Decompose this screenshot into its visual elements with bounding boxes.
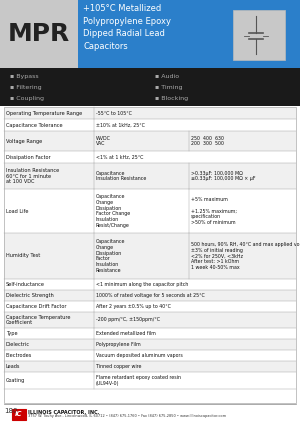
Bar xyxy=(4,151,296,163)
Bar xyxy=(4,107,296,119)
Bar xyxy=(4,279,296,290)
Text: iC: iC xyxy=(15,411,23,417)
Text: 1000% of rated voltage for 5 seconds at 25°C: 1000% of rated voltage for 5 seconds at … xyxy=(96,293,205,298)
Text: MPR: MPR xyxy=(8,22,70,46)
Text: Coating: Coating xyxy=(6,378,25,383)
Bar xyxy=(4,372,296,389)
Bar xyxy=(4,233,296,279)
Text: Operating Temperature Range: Operating Temperature Range xyxy=(6,110,82,116)
Text: Dielectric Strength: Dielectric Strength xyxy=(6,293,54,298)
Bar xyxy=(4,107,296,403)
Text: ▪ Bypass: ▪ Bypass xyxy=(10,74,39,79)
Text: >0.33μF: 100,000 MΩ
≤0.33μF: 100,000 MΩ × μF: >0.33μF: 100,000 MΩ ≤0.33μF: 100,000 MΩ … xyxy=(191,170,256,181)
Bar xyxy=(4,361,296,372)
Text: Vacuum deposited aluminum vapors: Vacuum deposited aluminum vapors xyxy=(96,353,183,358)
Text: ▪ Blocking: ▪ Blocking xyxy=(155,96,188,101)
Text: ±10% at 1kHz, 25°C: ±10% at 1kHz, 25°C xyxy=(96,122,145,128)
Bar xyxy=(4,163,296,189)
Bar xyxy=(4,290,296,301)
Text: 500 hours, 90% RH, 40°C and max applied voltage
±3% of initial reading
<2% for 2: 500 hours, 90% RH, 40°C and max applied … xyxy=(191,242,300,270)
Bar xyxy=(4,328,296,339)
Text: Flame retardant epoxy coated resin
(UL94V-0): Flame retardant epoxy coated resin (UL94… xyxy=(96,375,181,386)
Text: 250  400  630
200  300  500: 250 400 630 200 300 500 xyxy=(191,136,224,146)
Text: Capacitance
Change
Dissipation
Factor
Insulation
Resistance: Capacitance Change Dissipation Factor In… xyxy=(96,239,125,273)
Text: Polypropylene Film: Polypropylene Film xyxy=(96,342,141,347)
Text: Tinned copper wire: Tinned copper wire xyxy=(96,364,142,369)
Bar xyxy=(0,0,78,68)
Text: Type: Type xyxy=(6,331,18,336)
Bar xyxy=(4,131,296,151)
Text: <1% at 1 kHz, 25°C: <1% at 1 kHz, 25°C xyxy=(96,155,143,159)
Text: Voltage Range: Voltage Range xyxy=(6,139,42,144)
Text: Dissipation Factor: Dissipation Factor xyxy=(6,155,51,159)
Bar xyxy=(4,301,296,312)
Text: Leads: Leads xyxy=(6,364,20,369)
Text: ▪ Coupling: ▪ Coupling xyxy=(10,96,44,101)
Text: <1 minimum along the capacitor pitch: <1 minimum along the capacitor pitch xyxy=(96,282,188,287)
Text: Capacitance Drift Factor: Capacitance Drift Factor xyxy=(6,304,67,309)
Text: Capacitance
Change
Dissipation
Factor Change
Insulation
Resist/Change: Capacitance Change Dissipation Factor Ch… xyxy=(96,194,130,228)
Text: Self-inductance: Self-inductance xyxy=(6,282,45,287)
Bar xyxy=(4,189,296,233)
Bar xyxy=(4,339,296,350)
Text: +105°C Metallized
Polypropylene Epoxy
Dipped Radial Lead
Capacitors: +105°C Metallized Polypropylene Epoxy Di… xyxy=(83,4,171,51)
Bar xyxy=(4,119,296,131)
Text: Capacitance Tolerance: Capacitance Tolerance xyxy=(6,122,63,128)
Text: Capacitance
Insulation Resistance: Capacitance Insulation Resistance xyxy=(96,170,146,181)
Bar xyxy=(4,312,296,328)
Text: ILLINOIS CAPACITOR, INC.: ILLINOIS CAPACITOR, INC. xyxy=(28,410,100,415)
Text: Dielectric: Dielectric xyxy=(6,342,30,347)
Bar xyxy=(78,0,300,68)
Bar xyxy=(4,350,296,361)
Text: -200 ppm/°C, ±150ppm/°C: -200 ppm/°C, ±150ppm/°C xyxy=(96,317,160,323)
Text: After 2 years ±0.5% up to 40°C: After 2 years ±0.5% up to 40°C xyxy=(96,304,171,309)
Text: ▪ Audio: ▪ Audio xyxy=(155,74,179,79)
Text: -55°C to 105°C: -55°C to 105°C xyxy=(96,110,132,116)
Text: ▪ Timing: ▪ Timing xyxy=(155,85,182,90)
Bar xyxy=(0,68,300,106)
Text: Extended metallized film: Extended metallized film xyxy=(96,331,156,336)
Text: Load Life: Load Life xyxy=(6,209,28,213)
Text: +5% maximum

+1.25% maximum;
specification
>50% of minimum: +5% maximum +1.25% maximum; specificatio… xyxy=(191,197,237,225)
Text: Capacitance Temperature
Coefficient: Capacitance Temperature Coefficient xyxy=(6,314,70,326)
Bar xyxy=(233,10,285,60)
Bar xyxy=(12,409,26,420)
Text: Electrodes: Electrodes xyxy=(6,353,32,358)
Text: 3757 W. Touhy Ave., Lincolnwood, IL 60712 • (847) 675-1760 • Fax (847) 675-2850 : 3757 W. Touhy Ave., Lincolnwood, IL 6071… xyxy=(28,414,226,419)
Text: Insulation Resistance
60°C for 1 minute
at 100 VDC: Insulation Resistance 60°C for 1 minute … xyxy=(6,168,59,184)
Text: WVDC
VAC: WVDC VAC xyxy=(96,136,111,146)
Text: 180: 180 xyxy=(4,408,17,414)
Text: ▪ Filtering: ▪ Filtering xyxy=(10,85,42,90)
Text: Humidity Test: Humidity Test xyxy=(6,253,40,258)
